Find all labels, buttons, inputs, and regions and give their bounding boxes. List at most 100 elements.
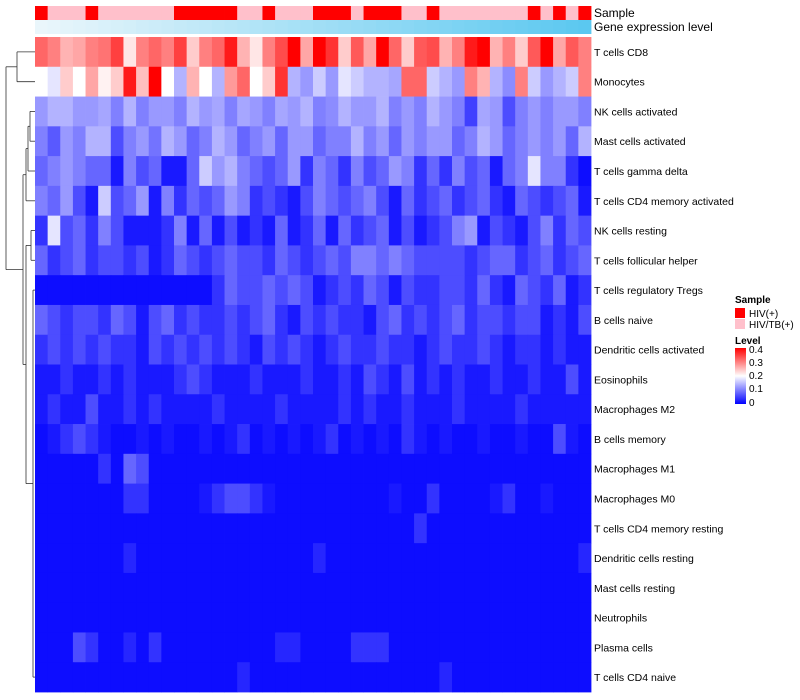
heatmap-cell xyxy=(161,334,175,365)
heatmap-cell xyxy=(211,662,225,693)
heatmap-cell xyxy=(515,513,529,544)
heatmap-cell xyxy=(186,543,200,574)
heatmap-cell xyxy=(414,96,428,127)
heatmap-cell xyxy=(565,602,579,633)
heatmap-cell xyxy=(376,394,390,425)
heatmap-cell xyxy=(60,394,74,425)
heatmap-cell xyxy=(98,662,112,693)
heatmap-cell xyxy=(540,543,554,574)
heatmap-cell xyxy=(325,424,339,455)
heatmap-cell xyxy=(262,334,276,365)
heatmap-cell xyxy=(540,245,554,276)
heatmap-cell xyxy=(275,394,289,425)
gene-expression-cell xyxy=(287,20,301,34)
heatmap-cell xyxy=(350,156,364,187)
heatmap-cell xyxy=(502,156,516,187)
heatmap-cell xyxy=(527,394,541,425)
heatmap-cell xyxy=(47,215,61,246)
heatmap-cell xyxy=(237,483,251,514)
heatmap-cell xyxy=(110,37,124,68)
heatmap-cell xyxy=(237,245,251,276)
heatmap-cell xyxy=(527,275,541,306)
heatmap-cell xyxy=(565,364,579,395)
heatmap-cell xyxy=(540,334,554,365)
heatmap-cell xyxy=(489,483,503,514)
heatmap-cell xyxy=(489,156,503,187)
heatmap-cell xyxy=(287,424,301,455)
heatmap-cell xyxy=(224,453,238,484)
heatmap-cell xyxy=(553,126,567,157)
heatmap-cell xyxy=(300,96,314,127)
heatmap-cell xyxy=(376,185,390,217)
heatmap-cell xyxy=(363,513,377,544)
heatmap-cell xyxy=(439,572,453,604)
heatmap-cell xyxy=(186,126,200,157)
heatmap-cell xyxy=(489,394,503,425)
heatmap-cell xyxy=(401,37,415,68)
heatmap-cell xyxy=(527,572,541,604)
heatmap-cell xyxy=(85,334,99,365)
heatmap-cell xyxy=(388,602,402,633)
heatmap-cell xyxy=(452,126,466,157)
gene-expression-cell xyxy=(515,20,529,34)
heatmap-cell xyxy=(136,602,150,633)
heatmap-cell xyxy=(237,156,251,187)
heatmap-cell xyxy=(47,334,61,365)
heatmap-cell xyxy=(414,662,428,693)
gene-expression-cell xyxy=(85,20,99,34)
heatmap-cell xyxy=(35,304,49,336)
heatmap-cell xyxy=(452,275,466,306)
heatmap-cell xyxy=(237,632,251,663)
heatmap-cell xyxy=(515,245,529,276)
row-label: Mast cells activated xyxy=(594,136,686,148)
heatmap-cell xyxy=(565,632,579,663)
heatmap-cell xyxy=(85,126,99,157)
gene-expression-cell xyxy=(376,20,390,34)
heatmap-cell xyxy=(237,37,251,68)
gene-expression-cell xyxy=(489,20,503,34)
heatmap-cell xyxy=(199,394,213,425)
heatmap-cell xyxy=(224,66,238,97)
heatmap-cell xyxy=(161,394,175,425)
gene-expression-cell xyxy=(388,20,402,34)
heatmap-cell xyxy=(85,453,99,484)
heatmap-cell xyxy=(502,662,516,693)
heatmap-cell xyxy=(72,572,86,604)
heatmap-cell xyxy=(565,66,579,97)
heatmap-cell xyxy=(85,275,99,306)
heatmap-cell xyxy=(338,632,352,663)
heatmap-cell xyxy=(452,572,466,604)
gene-expression-cell xyxy=(110,20,124,34)
heatmap-cell xyxy=(47,37,61,68)
heatmap-cell xyxy=(439,543,453,574)
heatmap-cell xyxy=(249,364,263,395)
heatmap-cell xyxy=(110,364,124,395)
heatmap-cell xyxy=(464,513,478,544)
heatmap-cell xyxy=(313,96,327,127)
heatmap-cell xyxy=(98,215,112,246)
heatmap-cell xyxy=(414,304,428,336)
heatmap-cell xyxy=(376,275,390,306)
sample-annotation-cell xyxy=(350,6,364,20)
heatmap-cell xyxy=(262,37,276,68)
heatmap-cell xyxy=(553,334,567,365)
sample-annotation-cell xyxy=(237,6,251,20)
heatmap-cell xyxy=(136,424,150,455)
heatmap-cell xyxy=(325,156,339,187)
heatmap-cell xyxy=(237,96,251,127)
heatmap-cell xyxy=(515,304,529,336)
heatmap-cell xyxy=(98,66,112,97)
heatmap-cell xyxy=(414,245,428,276)
heatmap-cell xyxy=(287,245,301,276)
heatmap-cell xyxy=(287,572,301,604)
heatmap-cell xyxy=(502,602,516,633)
heatmap-cell xyxy=(186,662,200,693)
heatmap-cell xyxy=(47,185,61,217)
heatmap-cell xyxy=(464,66,478,97)
heatmap-cell xyxy=(376,96,390,127)
heatmap-cell xyxy=(515,215,529,246)
heatmap-cell xyxy=(123,96,137,127)
sample-annotation-cell xyxy=(426,6,440,20)
heatmap-cell xyxy=(452,543,466,574)
heatmap-cell xyxy=(287,334,301,365)
